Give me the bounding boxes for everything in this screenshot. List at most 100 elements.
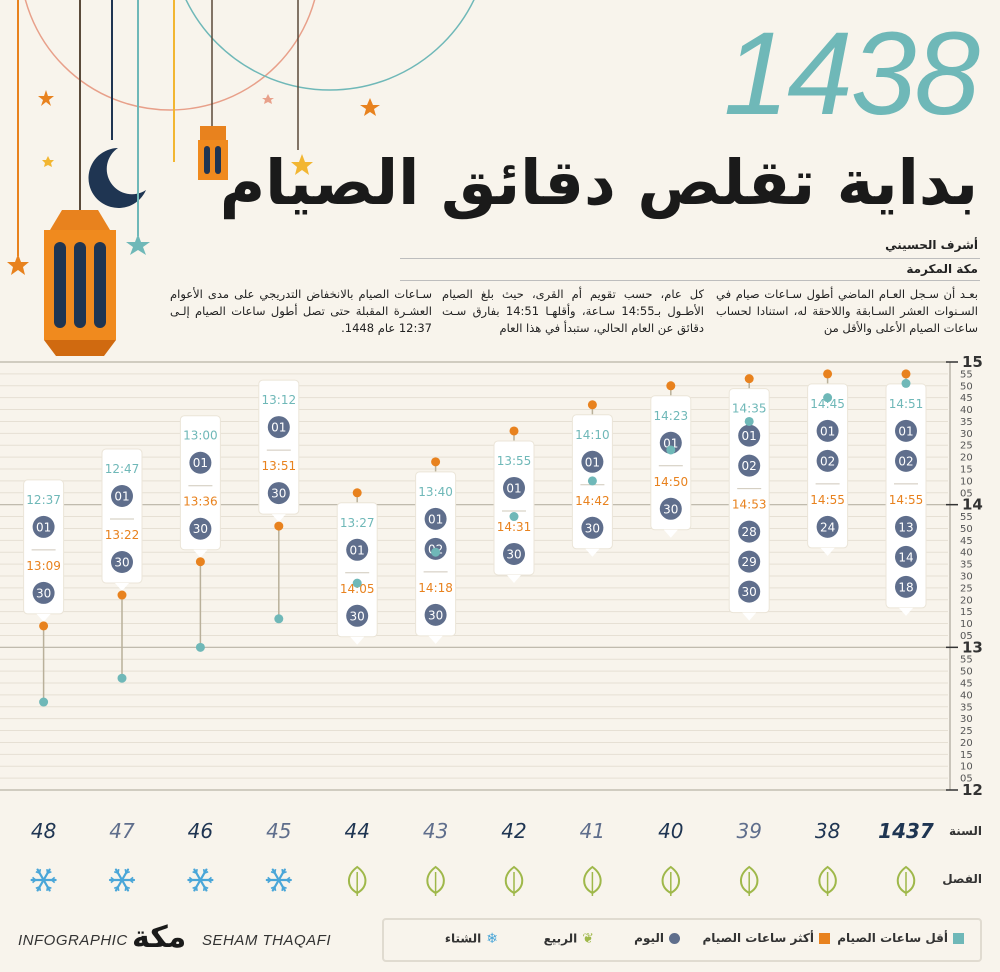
- min-day-badge: 01: [36, 520, 51, 534]
- minute-tick-label: 35: [960, 702, 973, 713]
- day-badge-circle: [189, 517, 212, 540]
- snowflake-icon: [108, 868, 136, 892]
- min-dot: [39, 697, 49, 707]
- min-dot: [195, 642, 205, 652]
- min-day-badge: 02: [742, 459, 757, 473]
- snowflake-icon: [187, 868, 214, 892]
- makkah-logo: مكة: [132, 920, 187, 955]
- max-dot: [823, 369, 833, 379]
- leaf-icon: [896, 865, 916, 896]
- minute-tick-label: 35: [960, 560, 973, 571]
- minute-tick-label: 10: [960, 762, 973, 773]
- card-pointer: [742, 612, 757, 621]
- max-time-label: 13:51: [262, 459, 297, 473]
- snowflake-icon: [30, 868, 57, 892]
- minute-tick-label: 20: [960, 595, 973, 606]
- minute-tick-label: 05: [960, 488, 973, 499]
- minute-tick-label: 20: [960, 453, 973, 464]
- min-dot: [352, 578, 362, 588]
- min-time-label: 14:23: [654, 409, 689, 423]
- min-day-badge: 01: [193, 456, 208, 470]
- year-label: 45: [266, 819, 291, 843]
- day-badge-circle: [659, 497, 682, 520]
- day-badge-circle: [659, 431, 682, 454]
- day-badge-circle: [424, 603, 447, 626]
- card-pointer: [428, 635, 443, 644]
- card-pointer: [271, 514, 286, 523]
- value-card: 14:10 01 14:42 30: [571, 414, 613, 557]
- day-badge-circle: [111, 551, 133, 574]
- minute-tick-label: 45: [960, 393, 973, 404]
- year-label: 40: [658, 819, 683, 843]
- value-card: 14:51 01 02 14:55 13 14 18: [885, 383, 927, 616]
- day-badge-circle: [816, 419, 839, 442]
- min-dot: [901, 378, 911, 388]
- max-day-badge: 30: [114, 556, 129, 570]
- minute-tick-label: 25: [960, 441, 973, 452]
- min-day-badge: 01: [820, 424, 835, 438]
- max-time-label: 14:55: [889, 493, 924, 507]
- max-time-label: 13:36: [183, 495, 218, 509]
- value-card: 12:47 01 13:22 30: [101, 448, 143, 592]
- min-day-badge: 01: [663, 436, 678, 450]
- minute-tick-label: 25: [960, 726, 973, 737]
- min-day-badge: 01: [898, 424, 913, 438]
- day-badge-circle: [111, 485, 133, 508]
- max-time-label: 14:53: [732, 498, 767, 512]
- max-time-label: 13:22: [105, 528, 140, 542]
- day-badge-circle: [895, 575, 917, 598]
- star-icon: [291, 154, 313, 175]
- max-swatch-icon: [819, 933, 830, 944]
- year-label: 42: [501, 819, 526, 843]
- max-day-badge: 30: [663, 502, 678, 516]
- max-dot: [666, 381, 676, 391]
- value-card: 13:27 01 14:05 30: [336, 502, 378, 645]
- min-dot: [744, 416, 754, 426]
- min-time-label: 12:37: [26, 493, 61, 507]
- card-pointer: [663, 529, 678, 538]
- intro-paragraph-3: سـاعات الصيام بالانخفاض التدريجي على مدى…: [170, 287, 432, 335]
- card-pointer: [507, 574, 521, 583]
- minute-tick-label: 15: [960, 607, 973, 618]
- leaf-icon: [739, 865, 759, 896]
- min-time-label: 14:35: [732, 402, 767, 416]
- day-badge-circle: [267, 482, 290, 505]
- min-dot: [117, 673, 127, 683]
- min-time-label: 13:40: [418, 485, 453, 499]
- max-dot: [39, 621, 49, 631]
- minute-tick-label: 30: [960, 429, 973, 440]
- minute-tick-label: 45: [960, 536, 973, 547]
- max-time-label: 13:09: [26, 559, 61, 573]
- max-time-label: 14:05: [340, 582, 375, 596]
- max-dot: [744, 374, 754, 384]
- leaf-icon: [504, 865, 524, 896]
- max-dot: [509, 426, 519, 436]
- legend-spring: ❦الربيع: [543, 931, 594, 947]
- hour-tick-label: 13: [962, 638, 983, 656]
- day-badge-circle: [424, 507, 447, 530]
- star-icon: [360, 98, 380, 116]
- max-dot: [274, 521, 284, 531]
- minute-tick-label: 15: [960, 750, 973, 761]
- max-day-badge: 18: [898, 580, 913, 594]
- max-day-badge: 30: [350, 609, 365, 623]
- year-label: 39: [736, 819, 761, 843]
- day-badge-circle: [267, 416, 290, 439]
- min-day-badge: 01: [585, 455, 600, 469]
- min-dot: [666, 445, 676, 455]
- value-card: 12:37 01 13:09 30: [23, 479, 65, 622]
- y-axis: 1514131205101520253035404550550510152025…: [946, 353, 983, 799]
- footer-infographic: INFOGRAPHIC: [18, 932, 128, 949]
- max-day-badge: 14: [898, 550, 913, 564]
- minute-tick-label: 05: [960, 631, 973, 642]
- year-label: 41: [580, 819, 605, 843]
- max-time-label: 14:18: [418, 581, 453, 595]
- day-badge-circle: [503, 542, 525, 565]
- day-badge-circle: [895, 515, 917, 538]
- min-day-badge: 01: [350, 543, 365, 557]
- min-time-label: 14:10: [575, 428, 610, 442]
- minute-tick-label: 20: [960, 738, 973, 749]
- hour-tick-label: 15: [962, 353, 983, 371]
- leaf-icon: [426, 865, 445, 896]
